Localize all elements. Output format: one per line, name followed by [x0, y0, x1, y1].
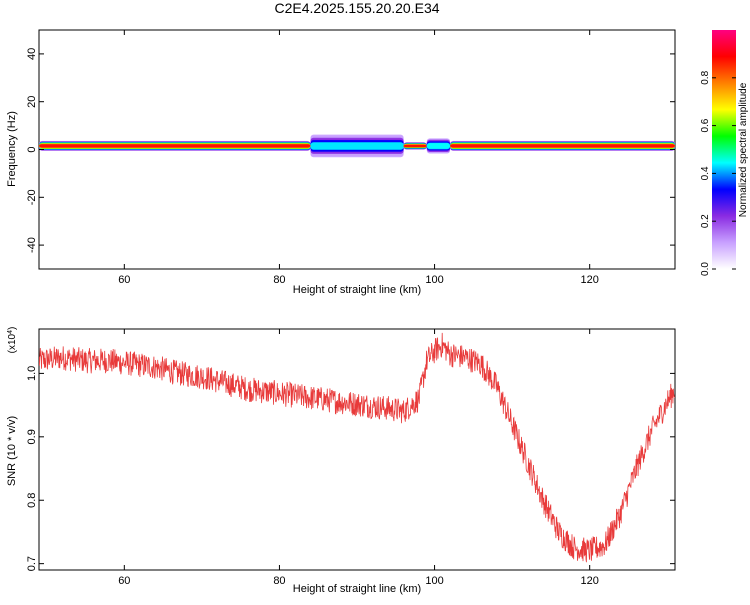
- snr-x-tick-label: 80: [273, 575, 285, 587]
- spectrogram-x-ticks: 60 80 100 120: [118, 30, 599, 286]
- spectrogram-x-tick-label: 80: [273, 274, 285, 286]
- snr-y-tick-label: 0.9: [26, 429, 38, 444]
- colorbar-tick-label: 0.8: [700, 70, 711, 84]
- spectrogram-y-tick-label: 0: [26, 146, 38, 152]
- band-layer: [310, 142, 404, 150]
- band-layer: [426, 143, 451, 149]
- spectrogram-band: [39, 133, 675, 159]
- snr-series-line: [39, 332, 675, 563]
- snr-plot-area: [38, 328, 676, 571]
- colorbar-label: Normalized spectral amplitude: [738, 82, 749, 217]
- spectrogram-y-tick-label: 40: [26, 48, 38, 60]
- colorbar-gradient: [712, 30, 736, 269]
- snr-panel: 60 80 100 120 1.0 0.9 0.8 0.7 Height of straig…: [6, 327, 676, 595]
- spectrogram-y-ticks: 40 20 0 -20 -40: [26, 48, 675, 253]
- figure-title: C2E4.2025.155.20.20.E34: [274, 0, 439, 16]
- snr-y-label: SNR (10 * v/v): [6, 416, 18, 486]
- band-layer: [39, 144, 311, 148]
- spectrogram-panel: 60 80 100 120 40 20 0 -20 -40 Height of straigh…: [6, 29, 676, 296]
- snr-y-tick-label: 0.7: [26, 556, 38, 571]
- colorbar-tick-label: 0.6: [700, 118, 711, 132]
- spectrogram-x-tick-label: 60: [118, 274, 130, 286]
- colorbar-ticks: 0.0 0.2 0.4 0.6 0.8: [700, 70, 736, 276]
- spectrogram-y-tick-label: -20: [26, 189, 38, 205]
- spectrogram-y-label: Frequency (Hz): [6, 111, 18, 187]
- snr-x-tick-label: 60: [118, 575, 130, 587]
- snr-y-multiplier: (x104): [7, 327, 19, 354]
- colorbar-tick-label: 0.0: [700, 262, 711, 276]
- spectrogram-y-tick-label: -40: [26, 237, 38, 253]
- spectrogram-x-tick-label: 100: [425, 274, 443, 286]
- snr-x-ticks: 60 80 100 120: [118, 329, 599, 587]
- snr-y-tick-label: 0.8: [26, 493, 38, 508]
- snr-x-tick-label: 100: [425, 575, 443, 587]
- snr-x-tick-label: 120: [581, 575, 599, 587]
- spectrogram-x-label: Height of straight line (km): [293, 284, 421, 296]
- colorbar-tick-label: 0.2: [700, 214, 711, 228]
- snr-y-ticks: 1.0 0.9 0.8 0.7: [26, 366, 675, 571]
- colorbar-tick-label: 0.4: [700, 166, 711, 180]
- band-layer: [450, 144, 675, 148]
- snr-y-tick-label: 1.0: [26, 366, 38, 381]
- spectrogram-y-tick-label: 20: [26, 96, 38, 108]
- colorbar: 0.0 0.2 0.4 0.6 0.8 Normalized spectral ampl…: [700, 30, 749, 276]
- spectrogram-x-tick-label: 120: [581, 274, 599, 286]
- band-layer: [403, 144, 427, 148]
- snr-x-label: Height of straight line (km): [293, 583, 421, 595]
